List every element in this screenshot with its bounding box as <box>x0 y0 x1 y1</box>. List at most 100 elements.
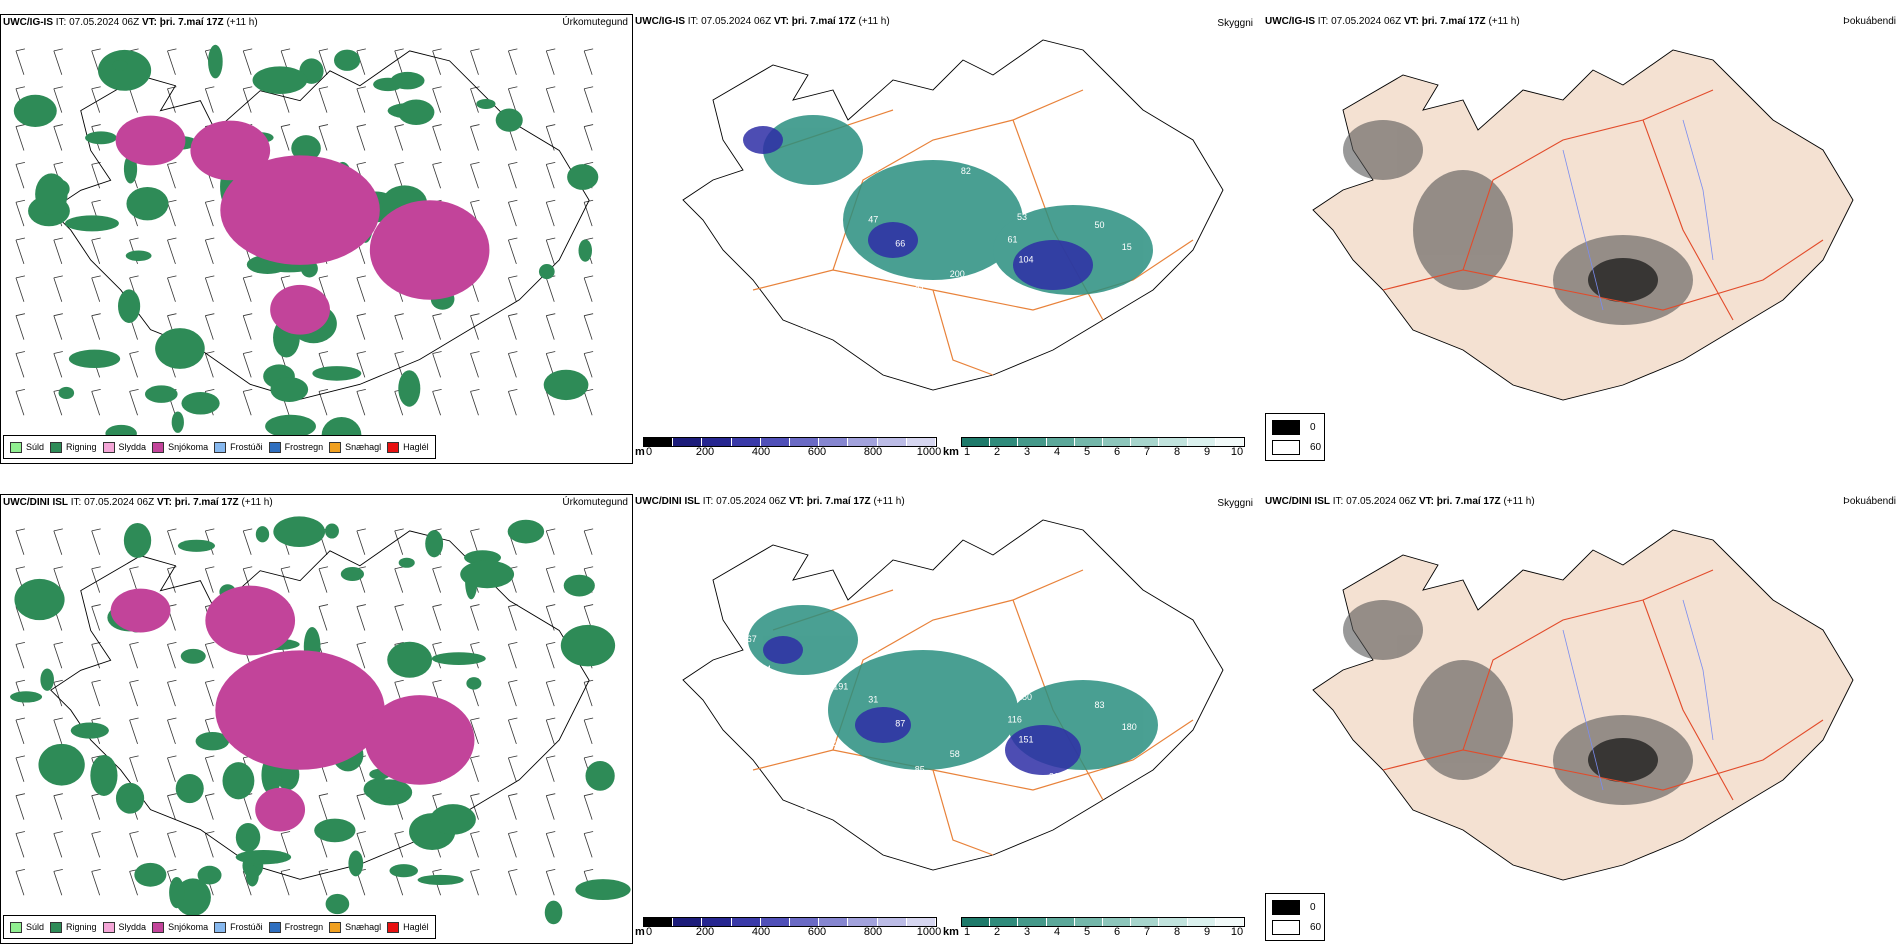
colorbar-segment <box>962 918 991 926</box>
wind-barb-flag <box>508 237 518 241</box>
wind-barb-flag <box>394 604 404 607</box>
wind-barb-flag <box>205 642 215 645</box>
visibility-value-label: 69 <box>1022 656 1032 666</box>
visibility-value-label: 72 <box>961 646 971 656</box>
visibility-value-label: 18 <box>1039 117 1049 127</box>
rain-cell <box>85 131 117 145</box>
visibility-colorbar: km 1 2 3 4 5 6 7 8 9 10 <box>943 917 1245 939</box>
wind-barb-flag <box>508 679 518 683</box>
wind-barb <box>508 719 517 745</box>
vis-number-labels: 180 87 72 151 191 128 85 960 180 409 869 98 67 47 125 1… <box>747 553 1208 811</box>
wind-barb-flag <box>243 351 253 354</box>
lead-time: (+11 h) <box>858 16 890 27</box>
wind-barb <box>470 353 479 378</box>
visibility-value-label: 88 <box>1198 184 1208 194</box>
colorbar-segment <box>848 438 878 446</box>
height-colorbar-strip <box>643 917 937 927</box>
wind-barb <box>129 757 138 782</box>
wind-barb <box>91 277 101 302</box>
rain-cell <box>324 523 339 539</box>
wind-barb-flag <box>432 604 442 607</box>
wind-barb <box>432 164 441 189</box>
wind-barb-flag <box>470 604 480 607</box>
wind-barb-flag <box>546 313 556 317</box>
wind-barb-flag <box>470 755 480 759</box>
wind-barb <box>167 88 176 113</box>
wind-barb <box>508 644 517 669</box>
panel-header: UWC/IG-IS IT: 07.05.2024 06Z VT: þri. 7.… <box>1 15 632 31</box>
rain-cell <box>575 879 631 901</box>
valid-time: þri. 7.maí 17Z <box>159 17 224 28</box>
colorbar-tick-label: 4 <box>1053 926 1061 938</box>
wind-barb <box>583 88 593 113</box>
wind-barb <box>280 126 290 151</box>
colorbar-tick-label: 2 <box>993 446 1001 458</box>
wind-barb <box>129 833 138 858</box>
model-name: UWC/DINI ISL <box>3 497 68 508</box>
wind-barb <box>356 833 366 858</box>
legend-swatch-low <box>1272 420 1300 435</box>
rain-cell <box>97 49 152 91</box>
wind-barb <box>167 757 176 782</box>
colorbar-segment <box>1215 438 1245 446</box>
wind-barb-flag <box>205 831 215 834</box>
rain-cell <box>578 239 593 262</box>
wind-barb-flag <box>281 868 291 872</box>
wind-barb <box>242 88 252 113</box>
wind-barb <box>167 682 176 707</box>
wind-barb <box>318 795 328 820</box>
visibility-value-label: 61 <box>1008 234 1018 244</box>
wind-barb-flag <box>546 755 556 759</box>
rain-cell <box>14 578 65 621</box>
wind-barb-flag <box>53 162 63 165</box>
wind-barb-flag <box>15 831 26 834</box>
rain-cell <box>10 691 43 703</box>
wind-barb-flag <box>91 237 101 241</box>
rain-cell <box>155 328 205 369</box>
rain-cell <box>115 782 145 814</box>
wind-barb-flag <box>584 351 594 354</box>
visibility-value-label: 42 <box>826 738 836 748</box>
colorbar-segment <box>819 438 849 446</box>
rain-cell <box>460 560 515 589</box>
wind-barb <box>53 795 63 820</box>
wind-barb-flag <box>281 831 291 834</box>
wind-barb <box>204 795 214 820</box>
visibility-panel-row2: UWC/DINI ISL IT: 07.05.2024 06Z VT: þri.… <box>633 494 1263 944</box>
wind-barb <box>53 719 63 745</box>
wind-barb-flag <box>470 868 480 872</box>
colorbar-segment <box>790 438 820 446</box>
wind-barb <box>432 568 441 593</box>
colorbar-tick-label: 4 <box>1053 446 1061 458</box>
wind-barb <box>470 126 479 151</box>
wind-barb <box>394 530 404 555</box>
wind-barb-flag <box>584 275 594 279</box>
wind-barb-flag <box>243 566 253 570</box>
wind-barb <box>91 391 101 416</box>
it-label: IT: <box>1332 496 1344 507</box>
rain-cell <box>235 823 261 852</box>
precip-type-panel-row2: UWC/DINI ISL IT: 07.05.2024 06Z VT: þri.… <box>0 494 633 944</box>
rain-cell <box>387 641 433 678</box>
panel-title: Úrkomutegund <box>562 497 628 508</box>
wind-barb <box>167 795 176 820</box>
wind-barb-flag <box>243 313 253 317</box>
wind-barb <box>15 164 25 189</box>
wind-barb <box>167 719 176 745</box>
wind-barb-flag <box>53 868 63 872</box>
vt-label: VT: <box>156 497 172 508</box>
visibility-value-label: 960 <box>876 619 891 629</box>
rain-cell <box>123 522 152 558</box>
wind-barb <box>318 391 328 416</box>
wind-barb-flag <box>584 604 594 607</box>
visibility-value-label: 49 <box>833 202 843 212</box>
model-name: UWC/IG-IS <box>1265 16 1315 27</box>
visibility-value-label: 47 <box>1198 664 1208 674</box>
wind-barb-flag <box>508 717 518 721</box>
wind-barb <box>583 795 593 820</box>
fog-high-label: 60 <box>1310 442 1322 453</box>
colorbar-segment <box>731 438 761 446</box>
rain-cell <box>314 818 356 843</box>
wind-barb-flag <box>508 199 518 203</box>
visibility-value-label: 64 <box>869 644 879 654</box>
